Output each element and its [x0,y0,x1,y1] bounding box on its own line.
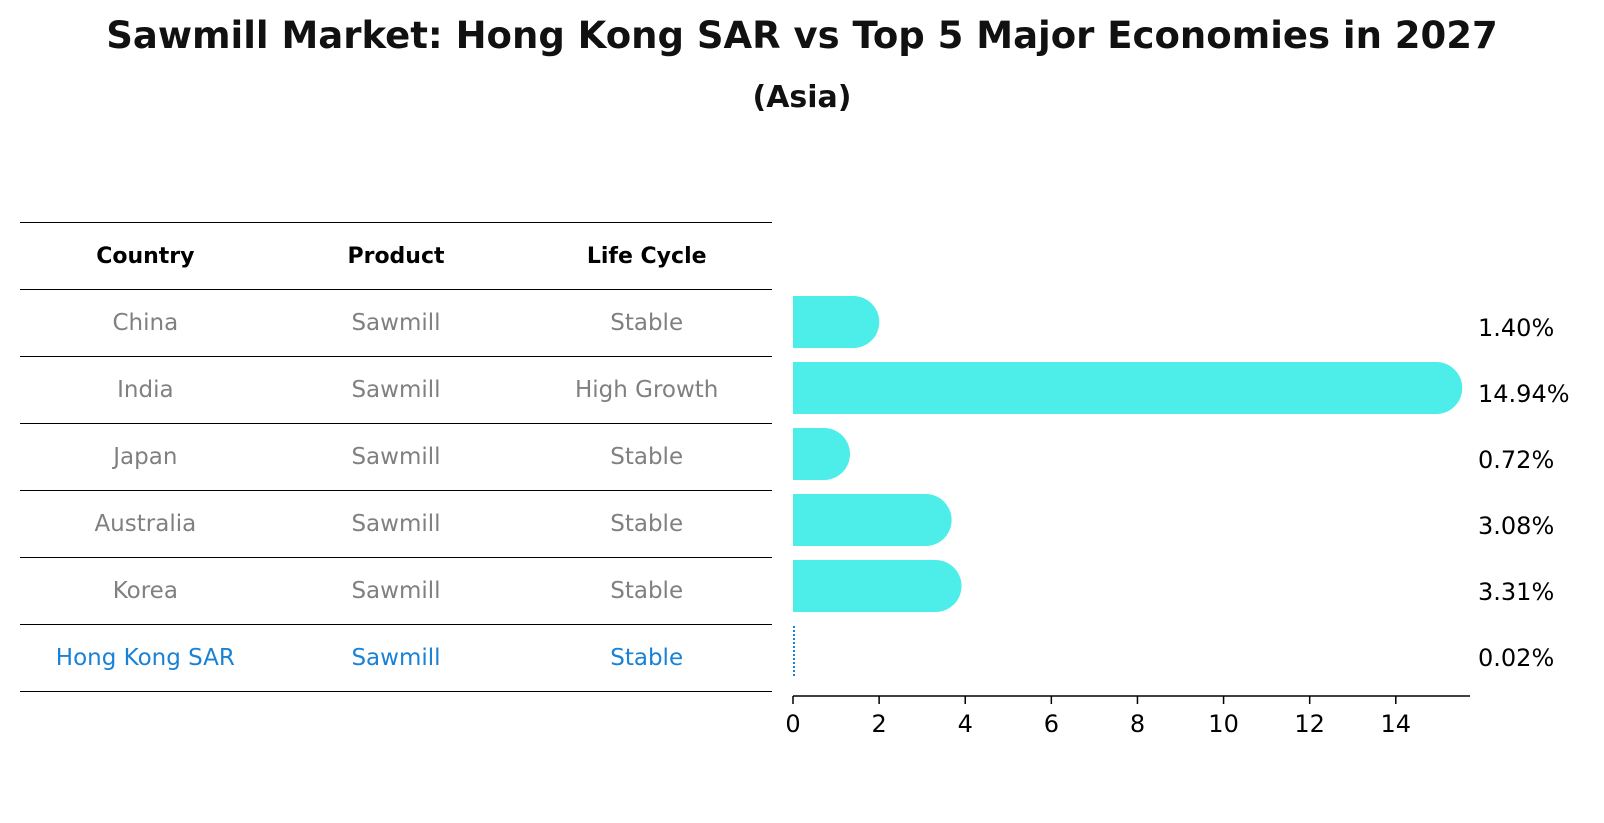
product-cell: Sawmill [351,310,441,336]
bar [793,362,1463,414]
life-cycle-cell: High Growth [574,377,719,403]
header-life-cycle: Life Cycle [586,243,707,269]
table-header-row: Country Product Life Cycle [20,222,772,289]
life-cycle-cell: Stable [610,444,684,470]
table-row: Korea Sawmill Stable [20,557,772,624]
x-tick-label: 6 [1044,710,1059,738]
country-cell: Hong Kong SAR [55,645,235,671]
comparison-table: Country Product Life Cycle China Sawmill… [20,222,772,692]
data-label: 3.31% [1478,578,1554,606]
chart-subtitle: (Asia) [752,80,852,115]
header-country: Country [96,243,195,269]
product-cell: Sawmill [351,578,441,604]
life-cycle-cell: Stable [610,511,684,537]
table-row: China Sawmill Stable [20,289,772,356]
country-cell: Australia [94,511,197,537]
bar [793,428,851,480]
x-tick-label: 4 [958,710,973,738]
data-label: 14.94% [1478,380,1570,408]
table-row: Australia Sawmill Stable [20,490,772,557]
bar [793,494,952,546]
product-cell: Sawmill [351,645,441,671]
x-tick-label: 2 [871,710,886,738]
table-row: Japan Sawmill Stable [20,423,772,490]
product-cell: Sawmill [351,511,441,537]
data-label: 1.40% [1478,314,1554,342]
country-cell: China [112,310,179,336]
bar [793,560,962,612]
data-label: 3.08% [1478,512,1554,540]
table-row: India Sawmill High Growth [20,356,772,423]
bar [793,296,880,348]
x-tick-label: 12 [1294,710,1325,738]
x-tick-label: 0 [785,710,800,738]
header-product: Product [347,243,445,269]
life-cycle-cell: Stable [610,310,684,336]
country-cell: Japan [113,444,178,470]
x-tick-label: 14 [1381,710,1412,738]
data-label: 0.72% [1478,446,1554,474]
life-cycle-cell: Stable [610,645,684,671]
data-label: 0.02% [1478,644,1554,672]
country-cell: India [117,377,174,403]
life-cycle-cell: Stable [610,578,684,604]
table-row-highlighted: Hong Kong SAR Sawmill Stable [20,624,772,692]
chart-title: Sawmill Market: Hong Kong SAR vs Top 5 M… [106,14,1498,57]
product-cell: Sawmill [351,377,441,403]
x-tick-label: 8 [1130,710,1145,738]
product-cell: Sawmill [351,444,441,470]
x-tick-label: 10 [1208,710,1239,738]
country-cell: Korea [112,578,178,604]
